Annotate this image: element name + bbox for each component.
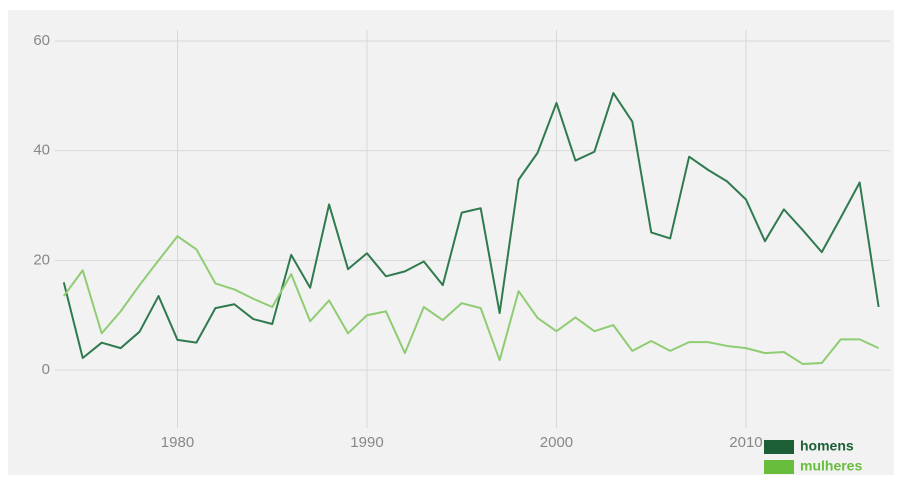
- legend-swatch: [764, 460, 794, 474]
- legend-swatch: [764, 440, 794, 454]
- line-series: [62, 235, 880, 366]
- legend-label: mulheres: [800, 458, 862, 474]
- x-tick-label: 2010: [729, 434, 762, 451]
- y-tick-label: 40: [33, 142, 50, 159]
- y-tick-label: 0: [42, 361, 50, 378]
- y-tick-label: 60: [33, 32, 50, 49]
- y-tick-label: 20: [33, 251, 50, 268]
- x-tick-label: 2000: [540, 434, 573, 451]
- x-tick-label: 1990: [350, 434, 383, 451]
- legend-label: homens: [800, 438, 854, 454]
- x-tick-label: 1980: [161, 434, 194, 451]
- plot-background: [8, 10, 894, 475]
- line-series: [62, 92, 880, 360]
